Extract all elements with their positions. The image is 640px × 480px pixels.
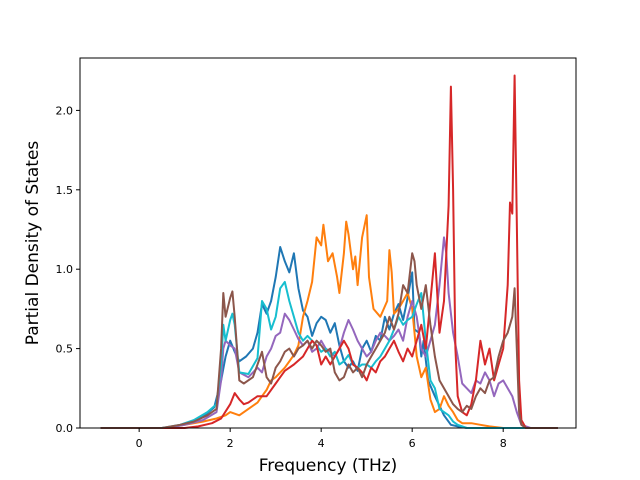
- axes-frame: [79, 57, 577, 429]
- y-axis-label: Partial Density of States: [23, 141, 43, 346]
- series-line-5: [100, 74, 558, 429]
- y-tick-label: 0.0: [56, 422, 74, 435]
- series-line-6: [100, 252, 558, 429]
- y-tick-label: 1.0: [56, 263, 74, 276]
- x-tick-label: 6: [409, 437, 416, 450]
- series-line-1: [100, 246, 558, 429]
- series-line-2: [100, 214, 558, 429]
- y-tick-label: 1.5: [56, 184, 74, 197]
- series-layer: [100, 74, 558, 429]
- x-axis-label: Frequency (THz): [259, 456, 398, 476]
- x-axis: 0 2 4 6 8: [136, 428, 507, 450]
- x-tick-label: 0: [136, 437, 143, 450]
- x-tick-label: 2: [227, 437, 234, 450]
- y-tick-label: 2.0: [56, 104, 74, 117]
- x-tick-label: 4: [318, 437, 325, 450]
- series-line-4: [100, 280, 558, 429]
- x-tick-label: 8: [500, 437, 507, 450]
- y-tick-label: 0.5: [56, 343, 74, 356]
- series-line-3: [100, 236, 558, 429]
- y-axis: 0.0 0.5 1.0 1.5 2.0: [56, 104, 80, 435]
